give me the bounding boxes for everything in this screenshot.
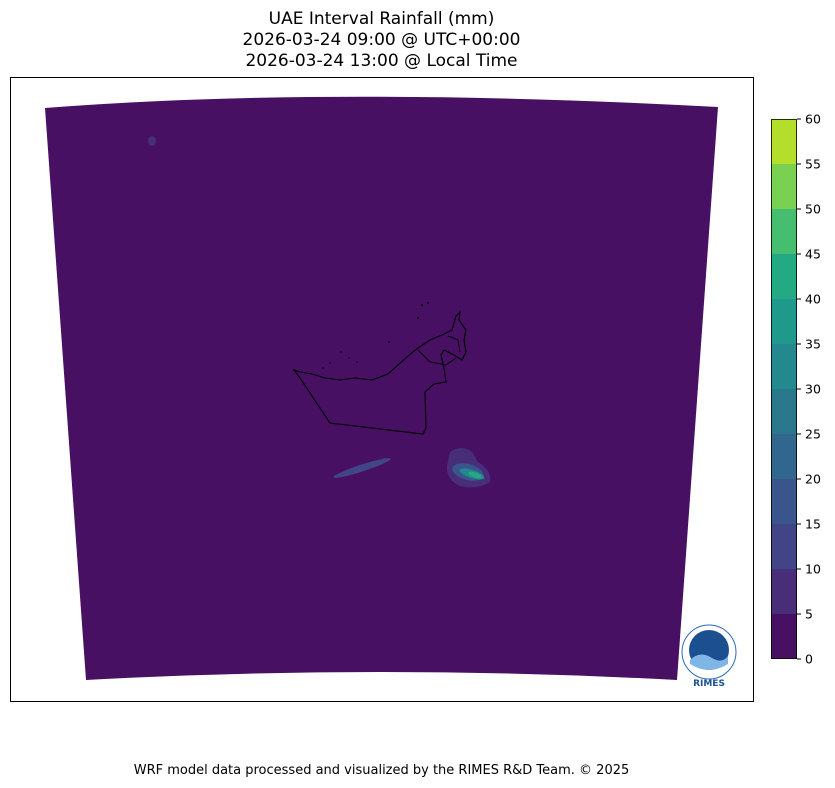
colorbar-band	[771, 389, 797, 434]
colorbar-band	[771, 614, 797, 659]
colorbar-tick-label: 5	[805, 607, 813, 622]
colorbar-band	[771, 209, 797, 254]
colorbar-band	[771, 344, 797, 389]
colorbar-band	[771, 119, 797, 164]
colorbar-band	[771, 299, 797, 344]
colorbar-tick-label: 0	[805, 652, 813, 667]
map-title: UAE Interval Rainfall (mm)	[268, 9, 495, 29]
colorbar-frame	[771, 119, 797, 659]
colorbar-tick-label: 55	[805, 157, 821, 172]
colorbar-band	[771, 434, 797, 479]
colorbar-tick-label: 60	[805, 112, 821, 127]
local-time-line: 2026-03-24 13:00 @ Local Time	[245, 51, 518, 71]
colorbar-band	[771, 569, 797, 614]
oman-border	[417, 335, 461, 366]
rain-band-interior	[333, 458, 391, 478]
islands	[322, 302, 429, 369]
rimes-logo: RIMES	[681, 624, 737, 689]
rain-patch-nw	[148, 136, 156, 146]
utc-time-line: 2026-03-24 09:00 @ UTC+00:00	[242, 30, 521, 50]
colorbar-tick-label: 40	[805, 292, 821, 307]
uae-border	[292, 310, 467, 435]
footer-credit: WRF model data processed and visualized …	[133, 763, 630, 778]
colorbar-tick-label: 20	[805, 472, 821, 487]
colorbar-band	[771, 164, 797, 209]
rain-features	[148, 136, 491, 488]
colorbar-band	[771, 479, 797, 524]
colorbar-tick-label: 15	[805, 517, 821, 532]
logo-text: RIMES	[693, 679, 725, 689]
colorbar-tick-label: 45	[805, 247, 821, 262]
colorbar-tick-label: 35	[805, 337, 821, 352]
rain-cluster-peak	[468, 471, 482, 479]
colorbar-tick-label: 30	[805, 382, 821, 397]
colorbar-band	[771, 524, 797, 569]
model-domain	[45, 96, 718, 680]
colorbar-tick-label: 25	[805, 427, 821, 442]
colorbar: 0 5 10 15 20 25 30 35 40 45 50 55 60	[771, 112, 821, 667]
colorbar-tick-label: 50	[805, 202, 821, 217]
colorbar-band	[771, 254, 797, 299]
colorbar-tick-label: 10	[805, 562, 821, 577]
